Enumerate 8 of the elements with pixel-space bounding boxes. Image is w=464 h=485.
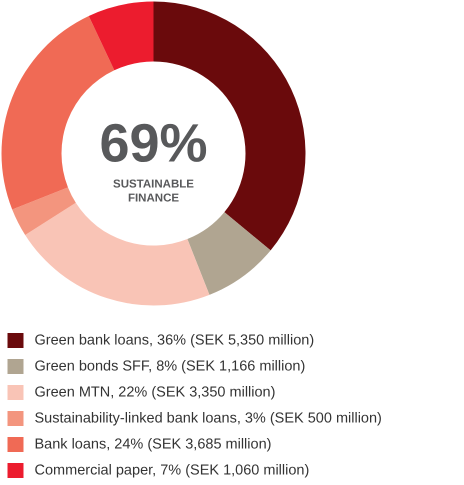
legend-label: Commercial paper, 7% (SEK 1,060 million)	[34, 462, 310, 478]
legend-label: Green bank loans, 36% (SEK 5,350 million)	[34, 332, 314, 348]
legend-label: Green bonds SFF, 8% (SEK 1,166 million)	[34, 358, 306, 374]
text: SUSTAINABLE FINANCE	[113, 178, 194, 204]
text: 69%	[99, 114, 208, 174]
legend-label: Bank loans, 24% (SEK 3,685 million)	[34, 436, 272, 452]
legend-label: Sustainability-linked bank loans, 3% (SEK 500 million)	[34, 410, 382, 426]
legend-label: Green MTN, 22% (SEK 3,350 million)	[34, 384, 276, 400]
